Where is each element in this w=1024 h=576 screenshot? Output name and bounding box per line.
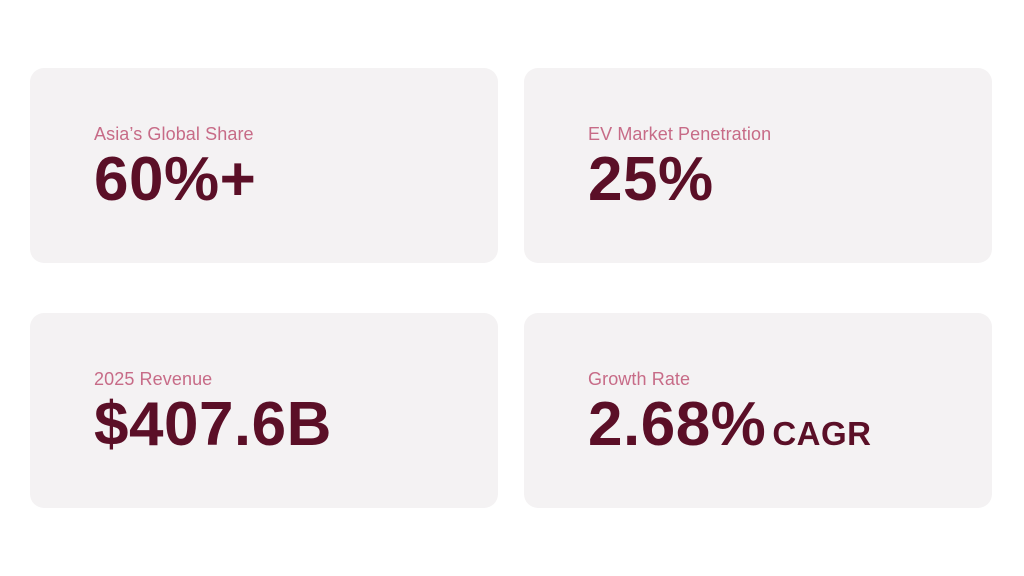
stat-value-suffix: CAGR [772, 415, 872, 452]
stat-label: EV Market Penetration [588, 124, 772, 144]
stat-card-asia-global-share: Asia’s Global Share 60%+ [30, 68, 498, 263]
stat-value-number: 25% [588, 145, 714, 214]
stat-label: 2025 Revenue [94, 369, 213, 389]
stat-value: 25% [588, 147, 992, 213]
stat-value: 2.68% CAGR [588, 392, 992, 467]
stat-card-growth-rate: Growth Rate 2.68% CAGR [524, 313, 992, 508]
stat-card-2025-revenue: 2025 Revenue $407.6B [30, 313, 498, 508]
stat-value-number: 60%+ [94, 145, 257, 214]
stat-card-ev-market-penetration: EV Market Penetration 25% [524, 68, 992, 263]
stat-value-number: $407.6B [94, 390, 332, 459]
stat-label: Growth Rate [588, 369, 691, 389]
stat-value-number: 2.68% [588, 390, 767, 459]
stat-value: $407.6B [94, 392, 498, 458]
stat-label: Asia’s Global Share [94, 124, 254, 144]
stat-value: 60%+ [94, 147, 498, 213]
